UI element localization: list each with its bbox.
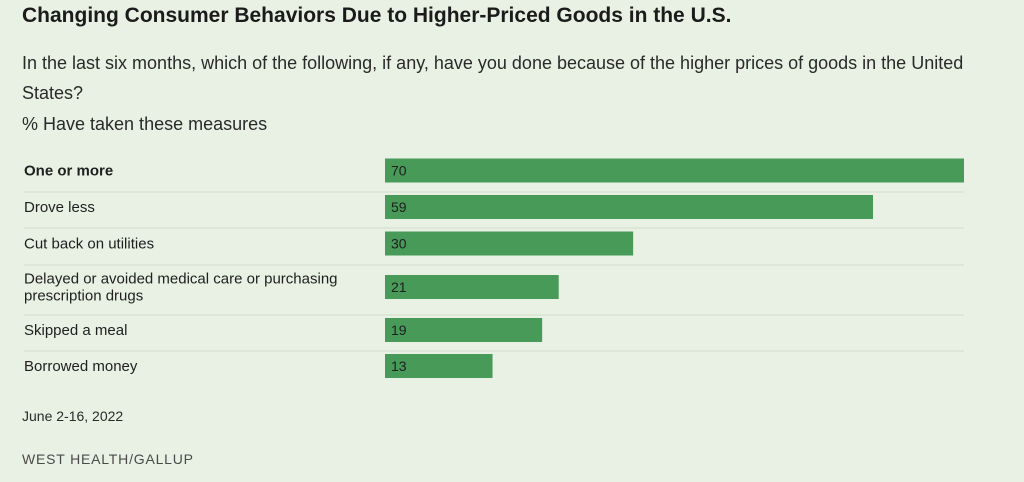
survey-dates: June 2-16, 2022 bbox=[22, 408, 124, 424]
bar-value-label: 30 bbox=[391, 236, 407, 252]
category-label: One or more bbox=[24, 163, 113, 180]
category-label: Delayed or avoided medical care or purch… bbox=[24, 271, 338, 305]
bar bbox=[385, 195, 874, 219]
category-label: Cut back on utilities bbox=[24, 236, 154, 253]
bar-value-label: 59 bbox=[391, 199, 407, 215]
source-credit: WEST HEALTH/GALLUP bbox=[22, 451, 194, 467]
bar bbox=[385, 231, 634, 256]
bar-chart: One or more 70 Drove less 59 Cut back on uti… bbox=[0, 155, 1024, 395]
category-label: Borrowed money bbox=[24, 358, 138, 375]
bar bbox=[385, 158, 964, 183]
bar bbox=[385, 354, 493, 378]
category-label: Drove less bbox=[24, 199, 95, 216]
bar-value-label: 70 bbox=[391, 163, 407, 179]
measure-note: % Have taken these measures bbox=[22, 114, 268, 134]
survey-question: In the last six months, which of the fol… bbox=[22, 53, 964, 103]
chart-title: Changing Consumer Behaviors Due to Highe… bbox=[22, 4, 732, 27]
category-label: Skipped a meal bbox=[24, 322, 127, 339]
bar-value-label: 19 bbox=[391, 322, 407, 338]
bar-chart-svg: One or more 70 Drove less 59 Cut back on uti… bbox=[24, 158, 964, 378]
bar-value-label: 21 bbox=[391, 279, 407, 295]
bar bbox=[385, 318, 543, 342]
bar bbox=[385, 275, 559, 299]
bar-value-label: 13 bbox=[391, 358, 407, 374]
